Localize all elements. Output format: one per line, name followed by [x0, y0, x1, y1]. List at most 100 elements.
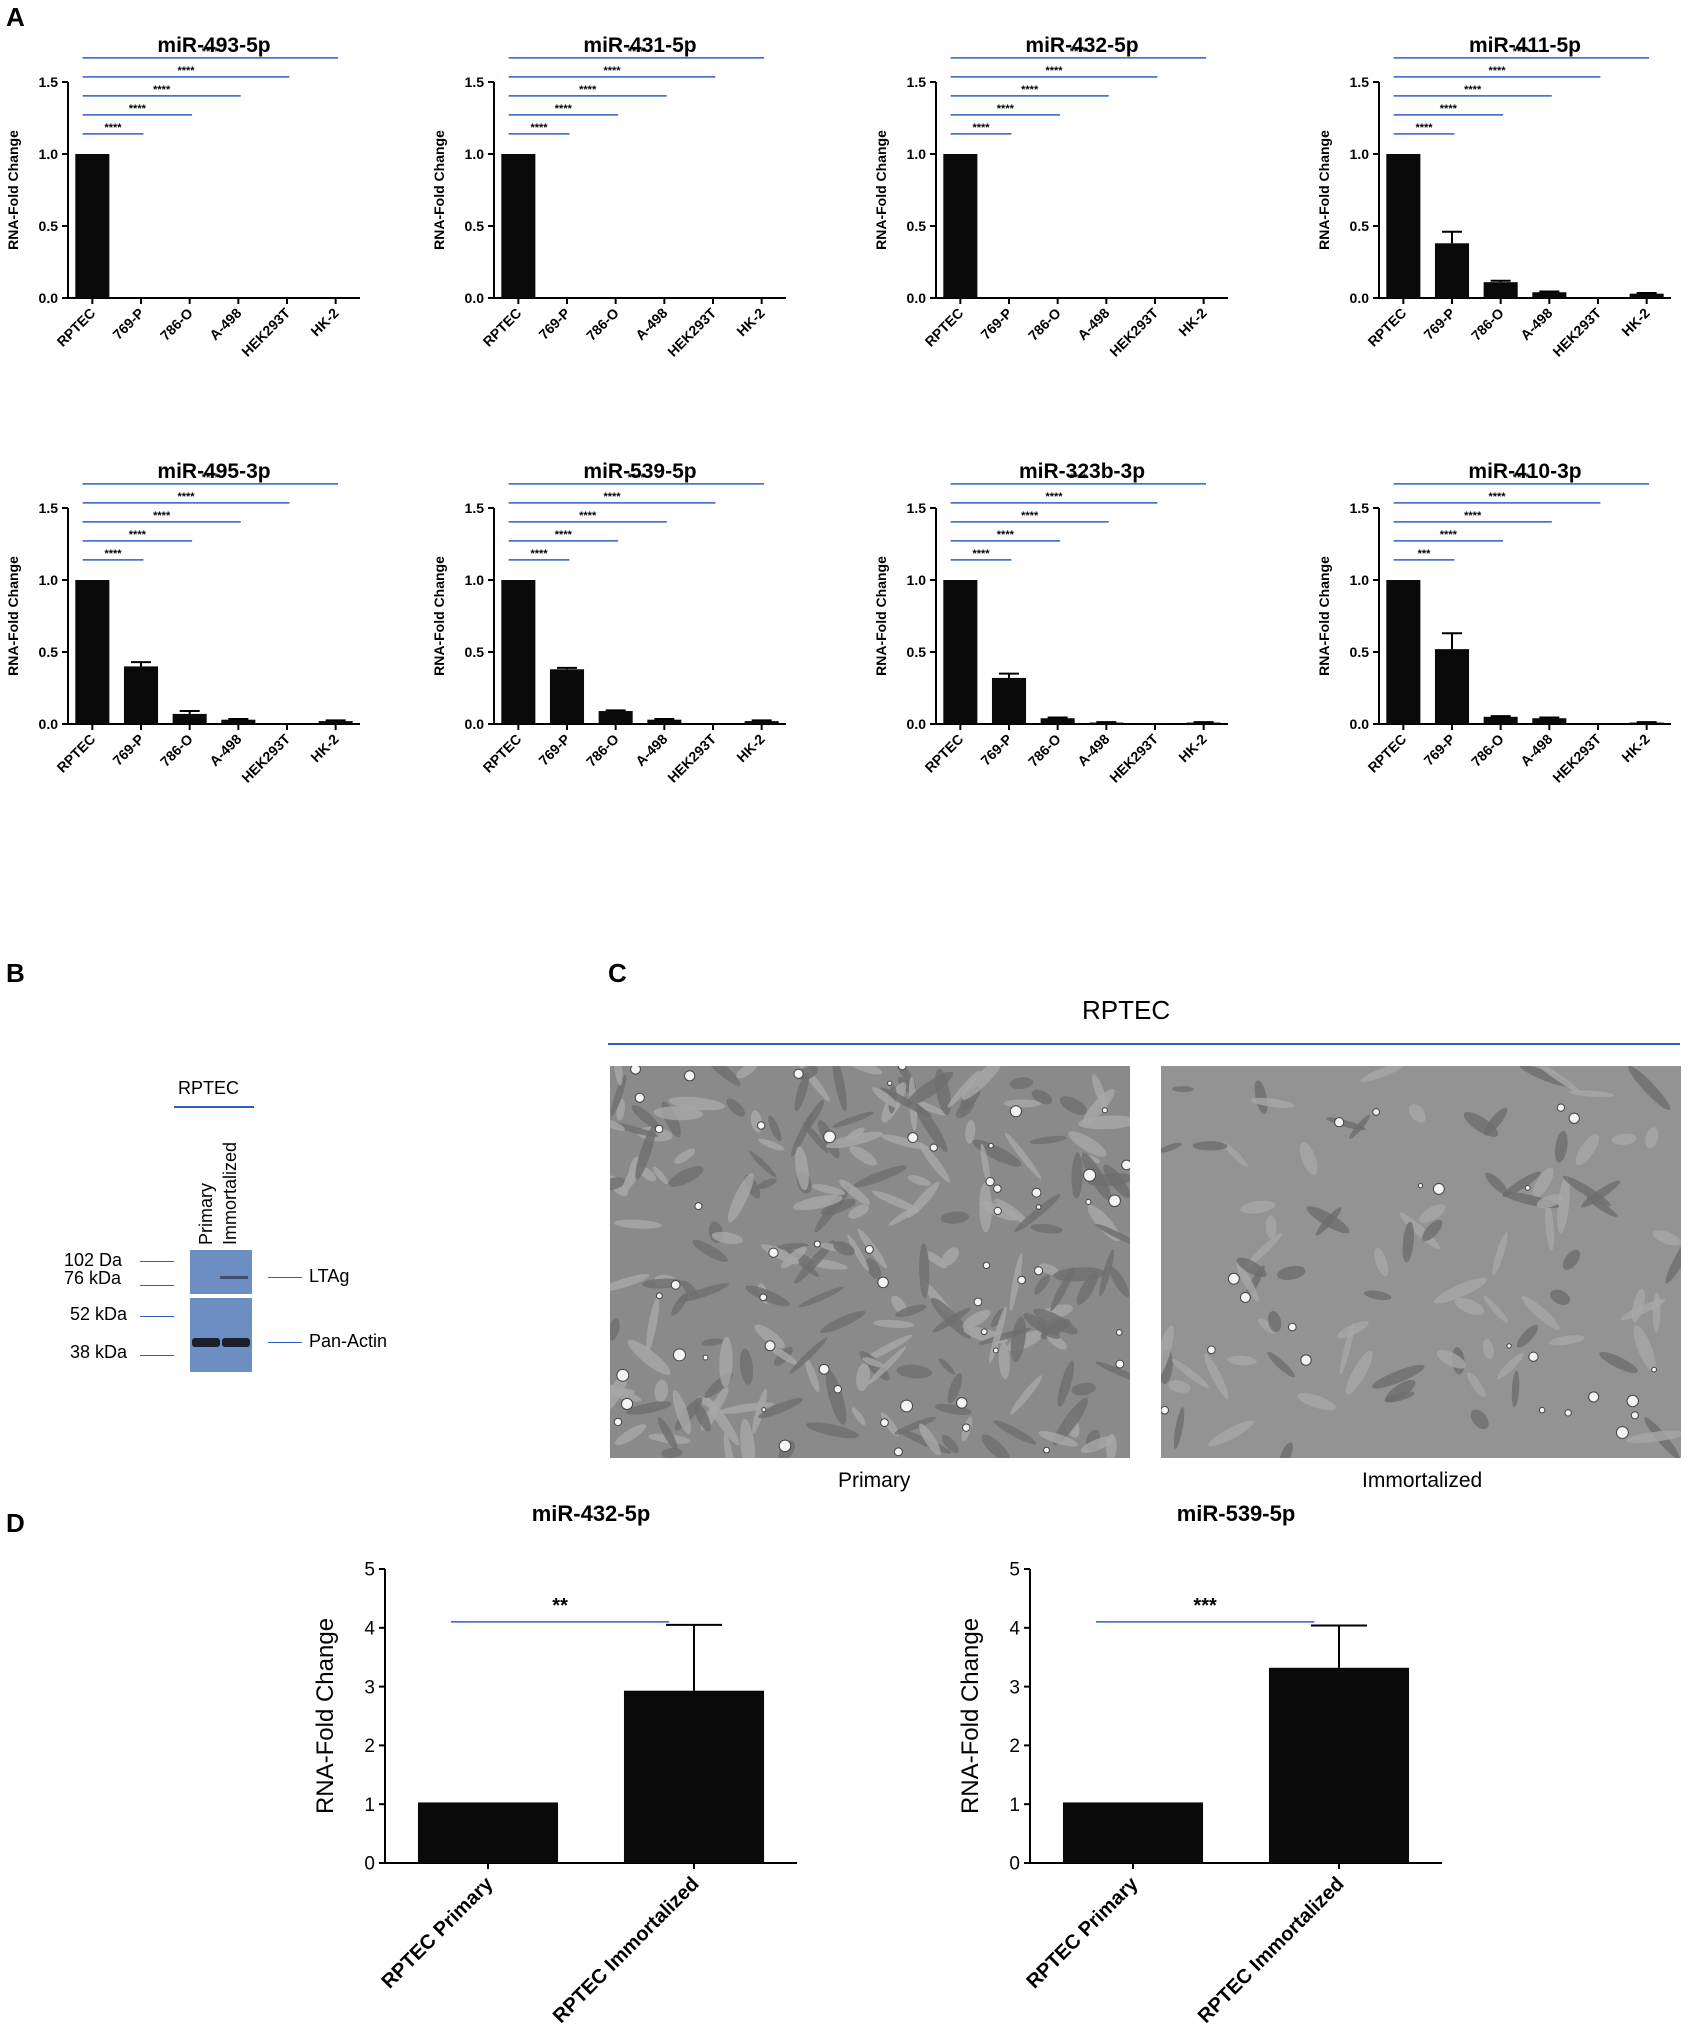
cell: [1267, 1310, 1282, 1333]
x-tick-label: 786-O: [1025, 731, 1064, 770]
bar: [1386, 154, 1421, 298]
panel-label-b: B: [6, 958, 25, 988]
cell: [678, 1283, 729, 1302]
cell: [802, 1122, 829, 1154]
x-tick-label: RPTEC Primary: [377, 1872, 498, 1993]
cell: [805, 1358, 820, 1393]
x-tick-label: RPTEC: [54, 731, 99, 776]
marker-tick-102: [140, 1261, 174, 1262]
bar: [1089, 722, 1124, 724]
bright-cell: [761, 1407, 767, 1413]
chart-9: miR-539-5p 0 1 2 3 4 5 RNA-Fold Change RPTEC Pri…: [957, 1501, 1442, 2028]
significance-label: ****: [628, 472, 646, 484]
significance-label: ****: [972, 122, 990, 134]
micrograph-immortalized: [1161, 1066, 1681, 1458]
cell: [1470, 1409, 1489, 1430]
cell: [856, 1363, 871, 1392]
chart-title: miR-431-5p: [583, 34, 696, 57]
bright-cell: [980, 1328, 988, 1336]
bar: [501, 580, 536, 724]
bright-cell: [973, 1297, 983, 1307]
cell: [789, 1337, 828, 1375]
bright-cell: [1083, 1168, 1097, 1182]
bright-cell: [833, 1384, 842, 1394]
bright-cell: [1121, 1159, 1130, 1171]
cell: [1521, 1296, 1560, 1330]
bright-cell: [1615, 1426, 1629, 1439]
bar: [1483, 716, 1518, 724]
y-tick-label: 1.0: [39, 572, 59, 588]
bar: [1434, 243, 1470, 298]
bright-cell: [907, 1132, 919, 1144]
cell: [805, 1422, 860, 1439]
panel-label-d: D: [6, 1508, 25, 1538]
y-axis-label: RNA-Fold Change: [1316, 130, 1332, 250]
cell: [1014, 1193, 1061, 1232]
cell: [862, 1357, 885, 1368]
bright-cell: [613, 1417, 623, 1427]
bright-cell: [1334, 1117, 1345, 1128]
cell: [947, 1372, 963, 1404]
cell: [610, 1177, 627, 1192]
cell: [672, 1390, 691, 1435]
cell: [994, 1198, 1030, 1226]
y-tick-label: 0.5: [907, 644, 927, 660]
cell: [1161, 1142, 1182, 1153]
significance-label: ****: [104, 122, 122, 134]
cell: [941, 1434, 959, 1454]
marker-38: 38 kDa: [70, 1342, 128, 1362]
bar: [1268, 1667, 1410, 1863]
significance-label: ****: [530, 122, 548, 134]
chart-title: miR-493-5p: [157, 34, 270, 57]
y-tick-label: 1.0: [465, 146, 485, 162]
cell: [1257, 1318, 1276, 1334]
marker-76: 76 kDa: [64, 1268, 122, 1288]
significance-label: ****: [972, 548, 990, 560]
bar: [549, 669, 585, 724]
cell: [1031, 1089, 1053, 1105]
x-tick-label: A-498: [632, 731, 670, 769]
significance-label: ***: [1418, 548, 1432, 560]
cell: [1360, 1066, 1407, 1082]
bright-cell: [877, 1276, 889, 1289]
bright-cell: [1207, 1345, 1216, 1355]
cell: [1172, 1086, 1194, 1093]
significance-label: ****: [202, 46, 220, 58]
marker-102: 102 Da: [64, 1250, 123, 1270]
cell: [1485, 1172, 1508, 1194]
cell: [1071, 1152, 1083, 1199]
y-tick-label: 5: [364, 1560, 375, 1581]
cell: [661, 1448, 683, 1458]
significance-label: ****: [555, 529, 573, 541]
x-tick-label: RPTEC Immortalized: [1194, 1873, 1349, 2028]
bar: [1532, 292, 1567, 298]
cell: [692, 1239, 729, 1263]
y-tick-label: 1: [1009, 1795, 1020, 1816]
significance-label: ****: [1440, 103, 1458, 115]
y-tick-label: 2: [364, 1736, 375, 1757]
cell: [979, 1182, 992, 1233]
y-tick-label: 3: [1009, 1677, 1020, 1698]
x-tick-label: 769-P: [535, 305, 573, 343]
cell: [919, 1243, 930, 1299]
cell: [792, 1194, 843, 1211]
x-tick-label: A-498: [1074, 731, 1112, 769]
y-axis-label: RNA-Fold Change: [873, 130, 889, 250]
y-axis-label: RNA-Fold Change: [957, 1618, 984, 1814]
cell: [811, 1184, 846, 1196]
y-tick-label: 1.5: [39, 74, 59, 90]
band-label-actin: Pan-Actin: [309, 1331, 388, 1351]
micrograph-caption-immortalized: Immortalized: [1362, 1469, 1483, 1492]
significance-label: ****: [1070, 472, 1088, 484]
cell: [998, 1342, 1010, 1380]
micrograph-primary: [610, 1066, 1130, 1458]
x-tick-label: A-498: [1517, 731, 1555, 769]
bright-cell: [962, 1423, 971, 1432]
cell: [1336, 1321, 1369, 1339]
cell: [1161, 1325, 1174, 1380]
cell: [896, 1364, 933, 1379]
cell: [681, 1280, 699, 1299]
bright-cell: [1564, 1409, 1572, 1417]
cell: [1419, 1204, 1446, 1223]
cell: [719, 1336, 733, 1388]
